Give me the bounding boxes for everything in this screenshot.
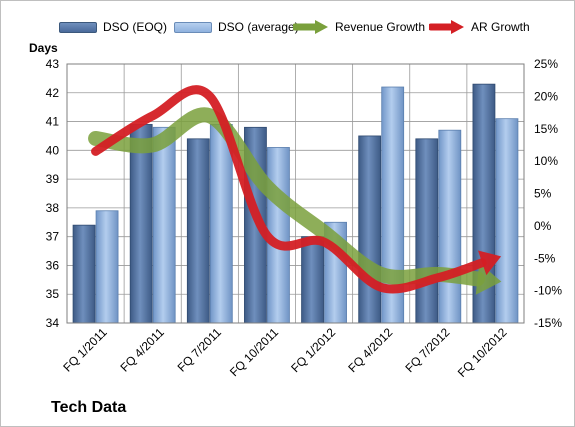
legend-item-dso-eoq: DSO (EOQ) [59, 16, 167, 38]
legend-label-revenue-growth: Revenue Growth [335, 20, 426, 34]
bar-dso-eoq [415, 138, 439, 324]
plot-border [66, 63, 525, 324]
legend-item-ar-growth: AR Growth [429, 16, 530, 38]
revenue-growth-arrowhead [475, 262, 502, 295]
right-axis-tick-label: 15% [534, 122, 558, 136]
ar-growth-line [91, 85, 487, 294]
x-axis-tick-label: FQ 4/2011 [117, 325, 167, 375]
ar-growth-arrowhead [477, 250, 502, 276]
right-axis-tick-label: 10% [534, 154, 558, 168]
x-axis-tick-label: FQ 10/2012 [455, 325, 510, 380]
legend: DSO (EOQ) DSO (average) Revenue Growth A… [1, 16, 574, 38]
x-axis-tick-label: FQ 7/2012 [402, 325, 452, 375]
x-axis-tick-label: FQ 10/2011 [227, 325, 281, 379]
left-axis-tick-label: 42 [46, 86, 60, 100]
bar-dso-eoq [186, 138, 210, 324]
right-axis-tick-label: 0% [534, 219, 552, 233]
right-axis-tick-label: -5% [534, 251, 556, 265]
left-axis-tick-label: 38 [46, 201, 60, 215]
left-axis-tick-label: 40 [46, 143, 60, 157]
bar-dso-eoq [358, 135, 382, 324]
legend-label-ar-growth: AR Growth [471, 20, 530, 34]
revenue-growth-arrow-icon [293, 20, 328, 34]
left-axis-tick-label: 41 [46, 115, 60, 129]
chart-footer-title: Tech Data [51, 399, 127, 416]
left-axis-tick-label: 34 [46, 316, 60, 330]
dso-avg-swatch [174, 21, 212, 33]
left-axis-title: Days [29, 41, 58, 55]
right-axis-tick-label: -10% [534, 284, 562, 298]
legend-label-dso-eoq: DSO (EOQ) [103, 20, 168, 34]
x-axis-tick-label: FQ 1/2012 [288, 325, 338, 375]
right-axis-tick-label: 25% [534, 57, 558, 71]
left-axis-tick-label: 36 [46, 258, 60, 272]
legend-item-revenue-growth: Revenue Growth [293, 16, 425, 38]
left-axis-tick-label: 39 [46, 172, 60, 186]
bar-dso-avg [209, 124, 233, 324]
right-axis-tick-label: 5% [534, 187, 552, 201]
x-axis-tick-label: FQ 1/2011 [60, 325, 110, 375]
x-axis-tick-label: FQ 7/2011 [175, 325, 225, 375]
dso-eoq-swatch [59, 21, 97, 33]
right-axis-tick-label: -15% [534, 316, 562, 330]
bar-dso-avg [495, 118, 519, 324]
bar-dso-avg [95, 210, 119, 324]
bar-dso-avg [152, 126, 176, 324]
x-axis-tick-label: FQ 4/2012 [345, 325, 395, 375]
bar-dso-avg [438, 129, 462, 324]
left-axis-tick-label: 37 [46, 230, 60, 244]
bar-dso-eoq [129, 124, 153, 324]
left-axis-tick-label: 43 [46, 57, 60, 71]
left-axis-tick-label: 35 [46, 287, 60, 301]
revenue-growth-line [88, 107, 486, 287]
bar-dso-eoq [72, 224, 96, 324]
legend-label-dso-avg: DSO (average) [218, 20, 299, 34]
right-axis-tick-label: 20% [534, 89, 558, 103]
bar-dso-eoq [301, 236, 324, 324]
legend-item-dso-avg: DSO (average) [174, 16, 299, 38]
ar-growth-arrow-icon [429, 20, 464, 34]
